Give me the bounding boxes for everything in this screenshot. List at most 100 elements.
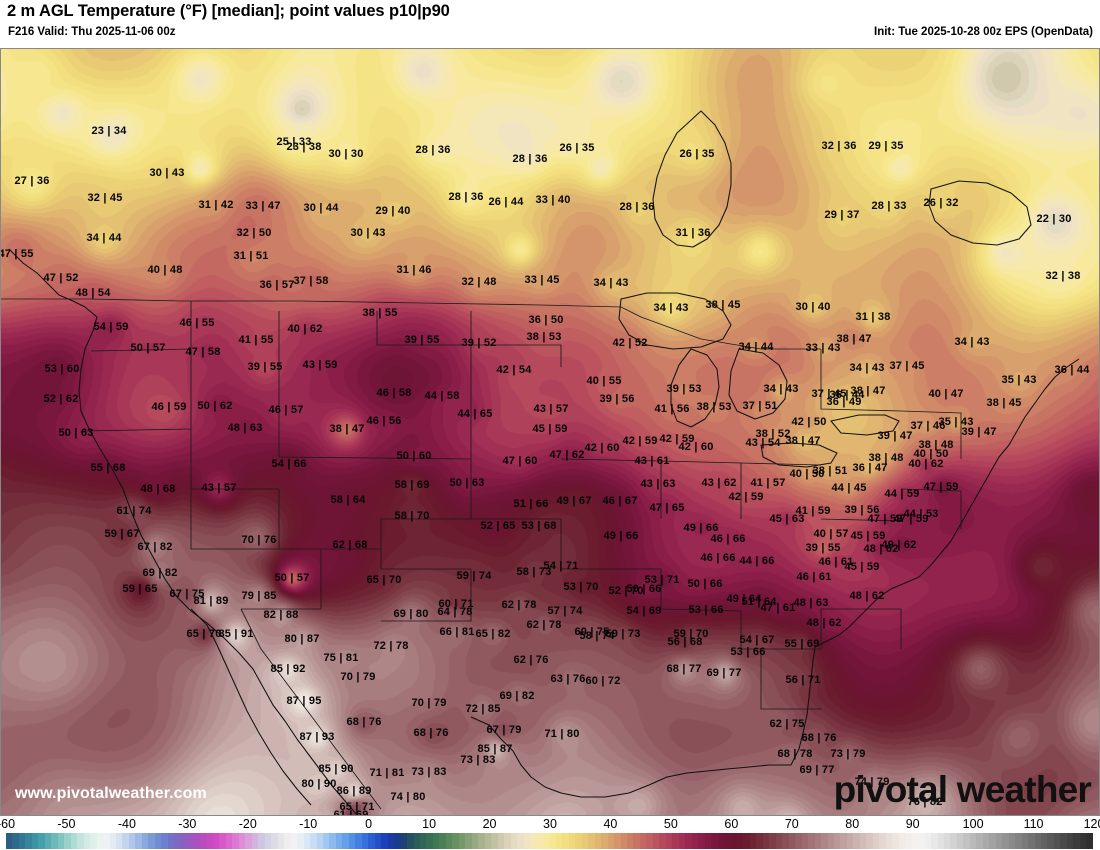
point-value-label: 86 | 89 bbox=[336, 785, 372, 797]
colorbar-cell bbox=[672, 833, 679, 849]
point-value-label: 56 | 71 bbox=[785, 674, 821, 686]
point-value-label: 40 | 50 bbox=[913, 448, 949, 460]
point-value-label: 33 | 45 bbox=[524, 274, 560, 286]
state-grid-10 bbox=[380, 519, 471, 570]
point-value-label: 49 | 67 bbox=[556, 495, 592, 507]
colorbar-cell bbox=[44, 833, 52, 849]
lake-huron-path bbox=[728, 348, 788, 420]
point-value-label: 48 | 63 bbox=[227, 422, 263, 434]
point-value-label: 56 | 68 bbox=[667, 636, 703, 648]
point-value-label: 53 | 70 bbox=[563, 581, 599, 593]
point-value-label: 67 | 75 bbox=[169, 588, 205, 600]
colorbar-cell bbox=[1047, 833, 1054, 849]
point-value-label: 62 | 76 bbox=[513, 654, 549, 666]
state-grid-17 bbox=[241, 549, 322, 610]
point-value-label: 79 | 85 bbox=[241, 590, 277, 602]
point-value-label: 37 | 45 bbox=[811, 388, 847, 400]
colorbar-cell bbox=[1073, 833, 1080, 849]
point-value-label: 31 | 42 bbox=[198, 199, 234, 211]
colorbar-cell bbox=[258, 833, 265, 849]
point-value-label: 27 | 36 bbox=[14, 175, 50, 187]
point-value-label: 44 | 53 bbox=[903, 508, 939, 520]
colorbar-cell bbox=[1066, 833, 1074, 849]
colorbar-cell bbox=[510, 833, 518, 849]
colorbar-cell bbox=[937, 833, 944, 849]
point-value-label: 39 | 55 bbox=[404, 334, 440, 346]
colorbar-cell bbox=[413, 833, 420, 849]
point-value-label: 58 | 69 bbox=[394, 479, 430, 491]
point-value-label: 40 | 48 bbox=[147, 264, 183, 276]
point-value-label: 40 | 62 bbox=[287, 323, 323, 335]
gulf-coast-west-path bbox=[470, 716, 791, 798]
point-value-label: 47 | 61 bbox=[760, 602, 796, 614]
point-value-label: 59 | 70 bbox=[673, 628, 709, 640]
colorbar-tick: 80 bbox=[845, 817, 860, 831]
point-value-label: 64 | 78 bbox=[437, 606, 473, 618]
point-value-label: 43 | 57 bbox=[201, 482, 237, 494]
colorbar-cell bbox=[588, 833, 595, 849]
colorbar-cell bbox=[38, 833, 45, 849]
point-value-label: 38 | 45 bbox=[705, 299, 741, 311]
colorbar-cell bbox=[329, 833, 336, 849]
colorbar-cell bbox=[148, 833, 155, 849]
point-value-label: 71 | 80 bbox=[544, 728, 580, 740]
point-value-label: 33 | 43 bbox=[805, 342, 841, 354]
florida-west-path bbox=[790, 646, 816, 766]
baffin-island-path bbox=[928, 180, 1032, 246]
colorbar-cell bbox=[361, 833, 369, 849]
colorbar-cell bbox=[879, 833, 886, 849]
canada-us-border bbox=[1, 298, 821, 350]
mexico-border bbox=[240, 608, 382, 810]
colorbar-cell bbox=[769, 833, 776, 849]
point-value-label: 81 | 89 bbox=[193, 595, 229, 607]
point-value-label: 40 | 55 bbox=[586, 375, 622, 387]
colorbar-cell bbox=[730, 833, 737, 849]
colorbar-cell bbox=[866, 833, 873, 849]
colorbar-cell bbox=[911, 833, 919, 849]
colorbar-cell bbox=[989, 833, 996, 849]
colorbar-cell bbox=[180, 833, 188, 849]
temperature-map[interactable]: 23 | 34 25 | 33 28 | 36 23 | 38 30 | 30 28 | … bbox=[0, 48, 1100, 816]
point-value-label: 59 | 65 bbox=[122, 583, 158, 595]
point-value-label: 39 | 53 bbox=[666, 383, 702, 395]
colorbar-cell bbox=[821, 833, 828, 849]
colorbar-cell bbox=[762, 833, 770, 849]
colorbar-cell bbox=[64, 833, 71, 849]
point-value-label: 44 | 66 bbox=[739, 555, 775, 567]
brand-logo-watermark: pivotal weather bbox=[833, 769, 1092, 810]
colorbar-cell bbox=[335, 833, 343, 849]
point-value-label: 30 | 44 bbox=[303, 202, 339, 214]
point-value-label: 35 | 43 bbox=[1001, 374, 1037, 386]
state-grid-16 bbox=[381, 569, 472, 622]
colorbar-tick: 40 bbox=[603, 817, 618, 831]
colorbar-cell bbox=[523, 833, 530, 849]
point-value-label: 62 | 68 bbox=[332, 539, 368, 551]
header-bar: 2 m AGL Temperature (°F) [median]; point… bbox=[0, 0, 1100, 48]
point-value-label: 40 | 62 bbox=[908, 458, 944, 470]
point-value-label: 46 | 55 bbox=[179, 317, 215, 329]
colorbar-cell bbox=[1086, 833, 1093, 849]
point-value-label: 44 | 58 bbox=[424, 390, 460, 402]
colorbar-cell bbox=[77, 833, 84, 849]
point-value-label: 60 | 71 bbox=[438, 598, 474, 610]
point-value-label: 38 | 48 bbox=[868, 452, 904, 464]
point-value-label: 39 | 47 bbox=[877, 430, 913, 442]
colorbar-cell bbox=[736, 833, 744, 849]
point-value-label: 73 | 83 bbox=[460, 754, 496, 766]
point-value-label: 52 | 65 bbox=[480, 520, 516, 532]
point-value-label: 53 | 66 bbox=[688, 604, 724, 616]
colorbar-cell bbox=[659, 833, 666, 849]
point-value-label: 80 | 90 bbox=[301, 778, 337, 790]
point-value-label: 63 | 76 bbox=[550, 673, 586, 685]
colorbar-cell bbox=[581, 833, 589, 849]
colorbar-cell bbox=[200, 833, 207, 849]
colorbar-cell bbox=[620, 833, 627, 849]
point-value-label: 54 | 71 bbox=[543, 560, 579, 572]
point-value-label: 68 | 76 bbox=[413, 727, 449, 739]
point-value-label: 67 | 82 bbox=[137, 541, 173, 553]
point-value-label: 53 | 60 bbox=[44, 363, 80, 375]
point-value-label: 65 | 70 bbox=[366, 574, 402, 586]
colorbar-cell bbox=[206, 833, 213, 849]
point-value-label: 70 | 79 bbox=[411, 697, 447, 709]
point-value-label: 42 | 52 bbox=[612, 337, 648, 349]
